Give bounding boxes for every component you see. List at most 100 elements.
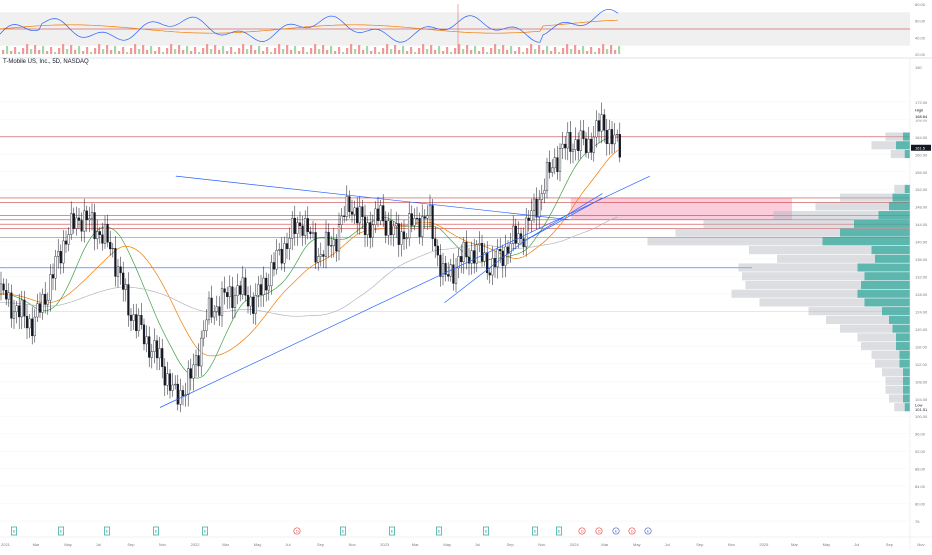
event-marker: E bbox=[556, 526, 562, 536]
candle-body bbox=[499, 249, 502, 252]
event-marker: E bbox=[612, 527, 620, 535]
osc-volume-bar bbox=[218, 50, 221, 54]
candle-body bbox=[413, 217, 416, 226]
candle-body bbox=[551, 167, 554, 173]
osc-volume-bar bbox=[90, 52, 93, 54]
osc-volume-bar bbox=[314, 44, 317, 54]
volume-profile-bar bbox=[773, 211, 910, 220]
candle-body bbox=[478, 242, 481, 245]
candle-body bbox=[96, 231, 99, 240]
osc-volume-bar bbox=[282, 49, 285, 54]
resistance-zone[interactable] bbox=[570, 197, 792, 220]
candle-body bbox=[543, 190, 546, 194]
candle-body bbox=[233, 295, 237, 308]
oscillator-panel[interactable]: 80.00 60.00 40.00 20.00 bbox=[0, 2, 932, 59]
candle-body bbox=[309, 231, 312, 234]
osc-signal-line bbox=[0, 19, 619, 34]
event-marker-label: E bbox=[438, 529, 441, 534]
candle-body bbox=[116, 266, 120, 277]
price-axis-tick: 100.00 bbox=[915, 414, 928, 419]
candle-body bbox=[535, 198, 538, 218]
candle-body bbox=[379, 205, 382, 221]
candle-body bbox=[558, 148, 562, 172]
time-axis-label: 2021 bbox=[1, 542, 11, 547]
candle-body bbox=[335, 239, 338, 252]
osc-volume-bar bbox=[154, 51, 157, 54]
time-axis[interactable]: 2021 Mar May Jul Sep Nov 2022 Mar May Jul Sep Nov 20… bbox=[0, 536, 932, 547]
volume-profile-up-bar bbox=[857, 289, 910, 298]
osc-volume-bar bbox=[318, 49, 321, 54]
price-axis[interactable]: 180 172.00 168.00 164.00 160.00 156.00 152.00 1… bbox=[909, 58, 931, 550]
candle-body bbox=[46, 299, 49, 305]
candle-body bbox=[155, 340, 159, 359]
candle-body bbox=[540, 193, 543, 200]
osc-volume-bar bbox=[534, 49, 537, 54]
candle-body bbox=[525, 217, 528, 248]
candle-body bbox=[348, 196, 351, 213]
event-marker: E bbox=[153, 526, 159, 536]
candle-body bbox=[311, 232, 315, 234]
volume-profile-bar bbox=[826, 315, 910, 324]
osc-volume-bar bbox=[554, 47, 557, 54]
candle-body bbox=[319, 254, 322, 257]
osc-volume-bar bbox=[2, 50, 5, 54]
event-marker-label: E bbox=[60, 529, 63, 534]
osc-volume-bar bbox=[474, 46, 477, 54]
price-axis-tick: 124.00 bbox=[915, 309, 928, 314]
candle-body bbox=[205, 319, 208, 331]
ma-medium-line bbox=[0, 149, 619, 357]
event-marker-flag bbox=[556, 526, 562, 536]
event-marker: D bbox=[578, 527, 586, 535]
osc-volume-bar bbox=[470, 50, 473, 54]
candle-body bbox=[252, 296, 255, 314]
candle-body bbox=[506, 246, 510, 254]
candle-body bbox=[428, 205, 432, 216]
price-axis-tick: 80.00 bbox=[915, 502, 926, 507]
osc-volume-bar bbox=[274, 48, 277, 54]
candle-body bbox=[600, 114, 603, 132]
osc-volume-bar bbox=[506, 50, 509, 54]
osc-volume-bar bbox=[54, 52, 57, 54]
candle-body bbox=[488, 272, 491, 276]
osc-volume-bar bbox=[370, 51, 373, 54]
osc-volume-bar bbox=[330, 46, 333, 54]
event-marker-circle bbox=[578, 527, 586, 535]
trendlines[interactable] bbox=[159, 175, 650, 408]
candle-body bbox=[262, 277, 265, 295]
osc-volume-bar bbox=[186, 46, 189, 54]
horizontal-levels[interactable] bbox=[0, 136, 910, 312]
osc-volume-bar bbox=[82, 51, 85, 54]
volume-profile-bar bbox=[871, 350, 910, 359]
osc-volume-bar bbox=[190, 51, 193, 54]
osc-volume-bar bbox=[262, 51, 265, 54]
candlestick-series bbox=[0, 102, 621, 413]
candle-body bbox=[51, 274, 55, 279]
time-axis-label: Mar bbox=[791, 542, 799, 547]
osc-volume-bar bbox=[606, 49, 609, 54]
osc-volume-bar bbox=[502, 45, 505, 54]
candle-body bbox=[75, 217, 78, 229]
candle-body bbox=[129, 314, 133, 321]
candle-body bbox=[241, 277, 244, 295]
time-axis-label: Mar bbox=[412, 542, 420, 547]
osc-volume-bar bbox=[234, 52, 237, 54]
time-axis-label: Nov bbox=[538, 542, 545, 547]
volume-profile-up-bar bbox=[904, 184, 910, 193]
osc-volume-bar bbox=[382, 48, 385, 54]
event-marker-flag bbox=[436, 526, 442, 536]
volume-profile-bar bbox=[885, 376, 910, 386]
candle-body bbox=[436, 245, 439, 256]
candle-body bbox=[231, 286, 234, 308]
price-axis-tick: 116.00 bbox=[915, 344, 928, 349]
osc-volume-bar bbox=[98, 44, 101, 54]
candle-body bbox=[192, 364, 195, 379]
candle-body bbox=[18, 305, 21, 318]
osc-volume-bar bbox=[374, 47, 377, 54]
volume-profile-up-bar bbox=[903, 368, 910, 377]
osc-main-line bbox=[0, 8, 619, 43]
candle-body bbox=[564, 143, 567, 149]
event-marker-label: E bbox=[485, 529, 488, 534]
candle-body bbox=[314, 232, 317, 263]
